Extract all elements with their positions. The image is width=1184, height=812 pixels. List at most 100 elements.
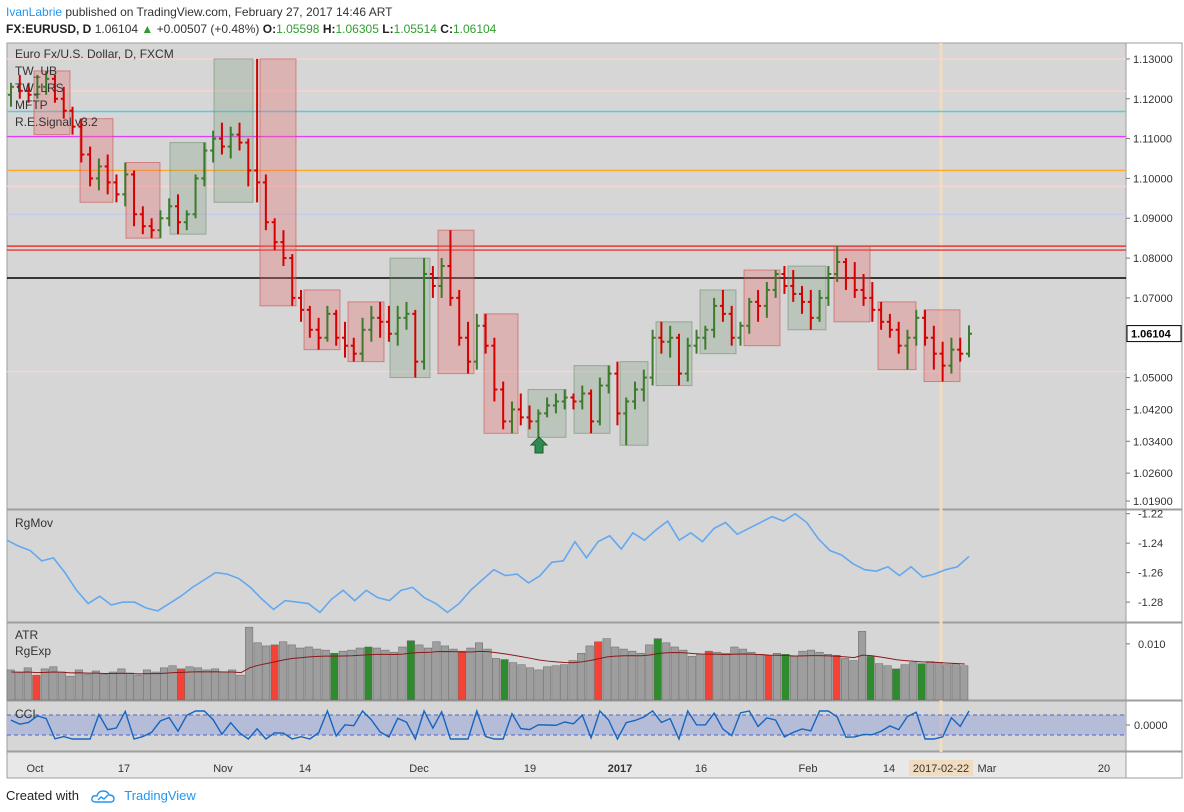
high-label: H:: [322, 22, 336, 36]
atr-bar: [381, 649, 390, 701]
atr-bar: [270, 644, 279, 701]
atr-bar: [951, 663, 960, 701]
rgmov-tick-label: -1.24: [1138, 538, 1163, 550]
x-axis-label: 16: [695, 763, 707, 775]
atr-bar: [696, 654, 705, 701]
indicator-legend-item: TW_UB: [15, 64, 57, 78]
x-axis-label: 14: [883, 763, 895, 775]
atr-bar: [721, 652, 730, 701]
x-axis-label: Dec: [409, 763, 429, 775]
x-highlight-box: [909, 760, 973, 776]
atr-bar: [594, 641, 603, 701]
atr-bar: [960, 665, 969, 701]
atr-bar: [296, 647, 305, 701]
rgmov-tick-label: -1.22: [1138, 509, 1163, 521]
price-tick-label: 1.02600: [1133, 468, 1173, 480]
atr-bar: [509, 662, 518, 701]
x-axis-label: 20: [1098, 763, 1110, 775]
atr-bar: [619, 648, 628, 701]
price-axis-mov: [1125, 509, 1183, 623]
atr-bar: [83, 673, 92, 701]
last-price-box: [1126, 325, 1182, 343]
rgmov-line: [6, 512, 970, 614]
low-label: L:: [382, 22, 394, 36]
price-tick-label: 1.11000: [1133, 134, 1172, 146]
atr-bar: [423, 647, 432, 701]
cci-band: [8, 715, 1125, 735]
price-axis-atr: [1125, 622, 1183, 701]
atr-bar: [466, 647, 475, 701]
x-axis-label: 14: [299, 763, 311, 775]
indicator-legend-item: R.E.Signal v3.2: [15, 115, 98, 129]
atr-bar: [338, 650, 347, 701]
atr-bar: [611, 646, 620, 701]
x-axis-label: Nov: [213, 763, 233, 775]
atr-bar: [755, 654, 764, 701]
atr-bar: [875, 663, 884, 701]
atr-bar: [108, 671, 117, 701]
footer: Created with TradingView: [6, 788, 196, 803]
atr-bar: [687, 656, 696, 701]
atr-bar: [534, 669, 543, 701]
price-tick-label: 1.09000: [1133, 213, 1173, 225]
close-label: C:: [440, 22, 453, 36]
tradingview-link[interactable]: TradingView: [124, 788, 196, 803]
x-axis-label: 2017: [608, 763, 632, 775]
chart-canvas[interactable]: 1.13000 1.12000 1.11000 1.10000 1.09000 1.080…: [0, 40, 1184, 782]
atr-bar: [125, 672, 134, 701]
atr-bar: [824, 654, 833, 701]
atr-bar: [236, 674, 245, 701]
atr-bar: [32, 674, 41, 701]
atr-bar: [313, 648, 322, 701]
cci-title: CCI: [15, 707, 36, 721]
price-tick-label: 1.05000: [1133, 373, 1173, 385]
atr-bar: [841, 658, 850, 701]
atr-bar: [900, 664, 909, 701]
atr-bar: [789, 656, 798, 701]
rgmov-title: RgMov: [15, 516, 53, 530]
atr-bar: [832, 655, 841, 701]
atr-bar: [211, 668, 220, 701]
atr-bar: [372, 647, 381, 701]
indicator-legend-item: MFTP: [15, 98, 48, 112]
atr-bar: [943, 664, 952, 701]
x-axis-label: Mar: [978, 763, 997, 775]
atr-bar: [526, 667, 535, 701]
atr-bar: [645, 644, 654, 701]
atr-bar: [679, 649, 688, 701]
atr-bar: [49, 666, 58, 701]
author-link[interactable]: IvanLabrie: [6, 5, 63, 19]
price-tick-label: 1.03400: [1133, 436, 1173, 448]
cci-tick-label: 0.0000: [1134, 720, 1168, 732]
atr-bar: [202, 669, 211, 701]
atr-bar: [398, 646, 407, 701]
symbol-label[interactable]: FX:EURUSD, D: [6, 22, 92, 36]
atr-bar: [347, 649, 356, 701]
atr-bar: [704, 650, 713, 701]
atr-bar: [781, 654, 790, 701]
price-axis-xax: [1125, 751, 1183, 779]
atr-bar: [892, 668, 901, 701]
change-up-icon: ▲: [141, 22, 154, 36]
last-price-tag: 1.06104: [1131, 329, 1172, 341]
publish-info: IvanLabrie published on TradingView.com,…: [6, 5, 392, 19]
x-axis-label: 17: [118, 763, 130, 775]
atr-bar: [730, 646, 739, 701]
atr-bar: [934, 662, 943, 701]
atr-bar: [917, 663, 926, 701]
atr-bar: [177, 668, 186, 701]
atr-bar: [500, 659, 509, 701]
rgmov-tick-label: -1.26: [1138, 568, 1163, 580]
atr-bar: [858, 631, 867, 701]
x-axis-label: 19: [524, 763, 536, 775]
open-label: O:: [262, 22, 277, 36]
swing-box: [213, 58, 254, 203]
atr-bar: [798, 650, 807, 701]
atr-bar: [806, 649, 816, 701]
atr-bar: [457, 650, 466, 701]
atr-bar: [134, 674, 143, 701]
atr-bar: [321, 649, 330, 701]
atr-bar: [159, 667, 169, 701]
atr-bar: [670, 646, 679, 701]
atr-bar: [194, 667, 203, 701]
